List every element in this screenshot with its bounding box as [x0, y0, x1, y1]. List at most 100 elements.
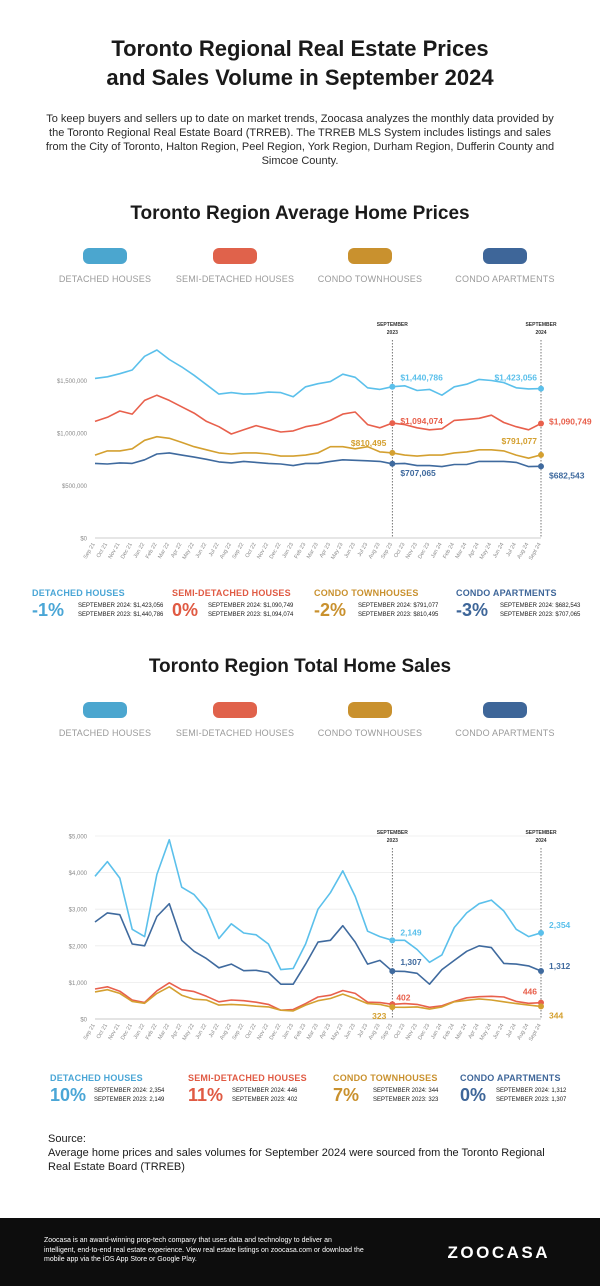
stat-row-2023: SEPTEMBER 2023: $1,440,786: [78, 612, 164, 618]
stat-condo-apt: CONDO APARTMENTS -3% SEPTEMBER 2024: $68…: [456, 588, 596, 620]
data-label: $707,065: [400, 468, 436, 478]
title-line-2: and Sales Volume in September 2024: [106, 65, 494, 90]
data-label: $682,543: [549, 470, 585, 480]
x-tick-label: Sept 24: [528, 542, 543, 561]
y-tick-label: $1,000,000: [57, 432, 88, 438]
stat-semi: SEMI-DETACHED HOUSES 11% SEPTEMBER 2024:…: [188, 1073, 328, 1105]
stat-name: CONDO APARTMENTS: [460, 1073, 561, 1083]
stat-row-2024: SEPTEMBER 2024: 2,354: [94, 1088, 165, 1094]
sales-chart-title: Toronto Region Total Home Sales: [148, 656, 452, 677]
data-label: $810,495: [351, 438, 387, 448]
series-line: [94, 838, 542, 971]
x-tick-label: Jul 23: [357, 542, 370, 558]
stat-percent: -1%: [32, 600, 65, 620]
stat-name: CONDO APARTMENTS: [456, 588, 557, 598]
zoocasa-logo: ZOOCASA: [447, 1243, 550, 1262]
footer: Zoocasa is an award-winning prop-tech co…: [0, 1218, 600, 1286]
legend-label: SEMI-DETACHED HOUSES: [175, 728, 295, 738]
y-tick-label: $1,500,000: [57, 379, 88, 385]
stat-detached: DETACHED HOUSES 10% SEPTEMBER 2024: 2,35…: [50, 1073, 190, 1105]
data-label: 1,307: [400, 957, 422, 967]
stat-rows: SEPTEMBER 2024: 446 SEPTEMBER 2023: 402: [232, 1087, 297, 1105]
data-point: [389, 937, 396, 944]
marker-label: 2024: [535, 838, 546, 844]
data-label: 1,312: [549, 961, 571, 971]
x-tick-label: May 22: [182, 542, 196, 561]
legend-label: DETACHED HOUSES: [58, 274, 152, 284]
series-line: [94, 452, 542, 468]
legend-item-semi: SEMI-DETACHED HOUSES: [170, 248, 300, 284]
x-tick-label: Dec 22: [269, 542, 283, 560]
intro-paragraph: To keep buyers and sellers up to date on…: [45, 113, 555, 167]
x-tick-label: Dec 21: [120, 1023, 134, 1041]
x-tick-label: Jun 22: [195, 542, 208, 559]
stat-row-2023: SEPTEMBER 2023: $1,094,074: [208, 612, 294, 618]
x-tick-label: Dec 22: [269, 1023, 283, 1041]
legend-swatch: [213, 702, 257, 718]
x-tick-label: Sep 23: [380, 1023, 394, 1041]
data-label: $1,440,786: [400, 373, 443, 383]
x-tick-label: Dec 23: [417, 1023, 431, 1041]
stat-percent: 0%: [460, 1085, 487, 1105]
series-line: [94, 986, 542, 1012]
legend-item-condo-apt: CONDO APARTMENTS: [440, 702, 570, 738]
stat-rows: SEPTEMBER 2024: 1,312 SEPTEMBER 2023: 1,…: [496, 1087, 566, 1105]
series-line: [94, 349, 542, 398]
legend-item-condo-apt: CONDO APARTMENTS: [440, 248, 570, 284]
y-tick-label: $1,000: [69, 981, 88, 987]
data-point: [389, 420, 396, 427]
sales-stats: DETACHED HOUSES 10% SEPTEMBER 2024: 2,35…: [20, 1073, 590, 1123]
data-label: 402: [396, 992, 410, 1002]
data-point: [538, 385, 544, 392]
x-tick-label: Jun 24: [492, 1023, 505, 1040]
stat-rows: SEPTEMBER 2024: 2,354 SEPTEMBER 2023: 2,…: [94, 1087, 164, 1105]
data-point: [538, 1003, 544, 1010]
legend-item-semi: SEMI-DETACHED HOUSES: [170, 702, 300, 738]
stat-detached: DETACHED HOUSES -1% SEPTEMBER 2024: $1,4…: [32, 588, 172, 620]
stat-name: DETACHED HOUSES: [32, 588, 125, 598]
stat-row-2023: SEPTEMBER 2023: 1,307: [496, 1097, 567, 1103]
x-tick-label: Dec 21: [120, 542, 134, 560]
x-tick-label: Jul 22: [208, 542, 221, 558]
marker-label: SEPTEMBER: [377, 830, 409, 836]
source-text: Average home prices and sales volumes fo…: [48, 1147, 545, 1173]
x-tick-label: Sep 22: [231, 542, 245, 560]
marker-label: 2024: [535, 330, 546, 336]
stat-semi: SEMI-DETACHED HOUSES 0% SEPTEMBER 2024: …: [172, 588, 312, 620]
x-tick-label: Jul 24: [505, 542, 518, 558]
x-tick-label: May 24: [479, 1023, 493, 1042]
x-tick-label: Jun 23: [343, 1023, 356, 1040]
stat-row-2023: SEPTEMBER 2023: 323: [373, 1097, 439, 1103]
legend-label: CONDO TOWNHOUSES: [317, 728, 423, 738]
stat-rows: SEPTEMBER 2024: $1,423,056 SEPTEMBER 202…: [78, 602, 163, 620]
source-heading: Source:: [48, 1133, 86, 1145]
x-tick-label: Jul 24: [505, 1023, 518, 1039]
series-line: [94, 902, 542, 985]
stat-row-2024: SEPTEMBER 2024: 344: [373, 1088, 439, 1094]
data-point: [389, 460, 396, 467]
legend-item-detached: DETACHED HOUSES: [40, 248, 170, 284]
data-label: $1,090,749: [549, 416, 592, 426]
data-label: $1,423,056: [494, 373, 537, 383]
legend-swatch: [213, 248, 257, 264]
x-tick-label: Mar 24: [455, 542, 469, 560]
stat-row-2024: SEPTEMBER 2024: $1,423,056: [78, 603, 164, 609]
y-tick-label: $500,000: [62, 484, 88, 490]
stat-name: SEMI-DETACHED HOUSES: [172, 588, 291, 598]
data-point: [389, 383, 396, 390]
stat-percent: -2%: [314, 600, 347, 620]
stat-row-2024: SEPTEMBER 2024: 446: [232, 1088, 298, 1094]
x-tick-label: May 24: [479, 542, 493, 561]
y-tick-label: $5,000: [69, 835, 88, 841]
x-tick-label: Jun 23: [343, 542, 356, 559]
stat-rows: SEPTEMBER 2024: $682,543 SEPTEMBER 2023:…: [500, 602, 580, 620]
legend-item-condo-town: CONDO TOWNHOUSES: [305, 248, 435, 284]
data-point: [389, 449, 396, 456]
stat-percent: 0%: [172, 600, 199, 620]
marker-label: 2023: [387, 330, 398, 336]
stat-row-2023: SEPTEMBER 2023: $810,495: [358, 612, 439, 618]
legend-swatch: [83, 248, 127, 264]
x-tick-label: Jun 22: [195, 1023, 208, 1040]
